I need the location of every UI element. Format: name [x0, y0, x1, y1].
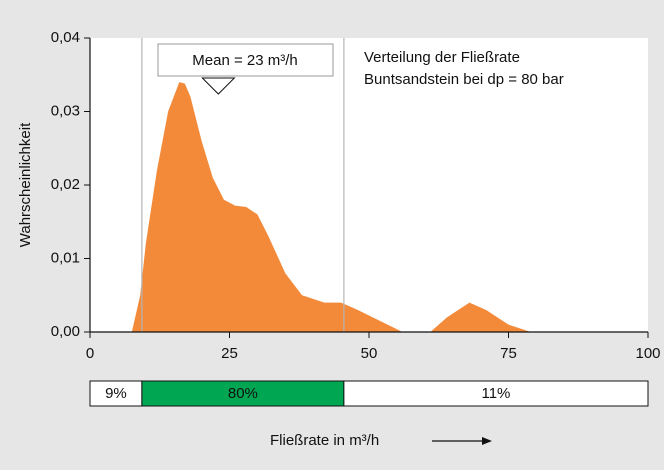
- share-label: 80%: [228, 385, 258, 402]
- x-axis-label: Fließrate in m³/h: [270, 432, 379, 449]
- y-tick-label: 0,03: [51, 102, 80, 119]
- y-tick-label: 0,04: [51, 29, 80, 46]
- x-tick-label: 100: [635, 345, 660, 362]
- y-tick-label: 0,00: [51, 323, 80, 340]
- y-tick-label: 0,02: [51, 176, 80, 193]
- x-tick-label: 50: [361, 345, 378, 362]
- share-segment: [343, 380, 649, 407]
- note: Buntsandstein bei dp = 80 bar: [364, 71, 564, 88]
- x-tick-label: 0: [86, 345, 94, 362]
- note: Verteilung der Fließrate: [364, 49, 520, 66]
- arrow-head: [482, 437, 492, 445]
- area: [131, 82, 531, 332]
- annotation-box: [157, 43, 334, 77]
- y-tick-label: 0,01: [51, 249, 80, 266]
- share-segment: [89, 380, 143, 407]
- x-tick-label: 25: [221, 345, 238, 362]
- y-axis-label: Wahrscheinlichkeit: [17, 122, 34, 247]
- annotation-text: Mean = 23 m³/h: [192, 52, 297, 69]
- share-label: 11%: [481, 385, 510, 402]
- plot: [131, 82, 531, 332]
- share-label: 9%: [105, 385, 127, 402]
- annotation-pointer: [201, 77, 236, 95]
- x-tick-label: 75: [500, 345, 517, 362]
